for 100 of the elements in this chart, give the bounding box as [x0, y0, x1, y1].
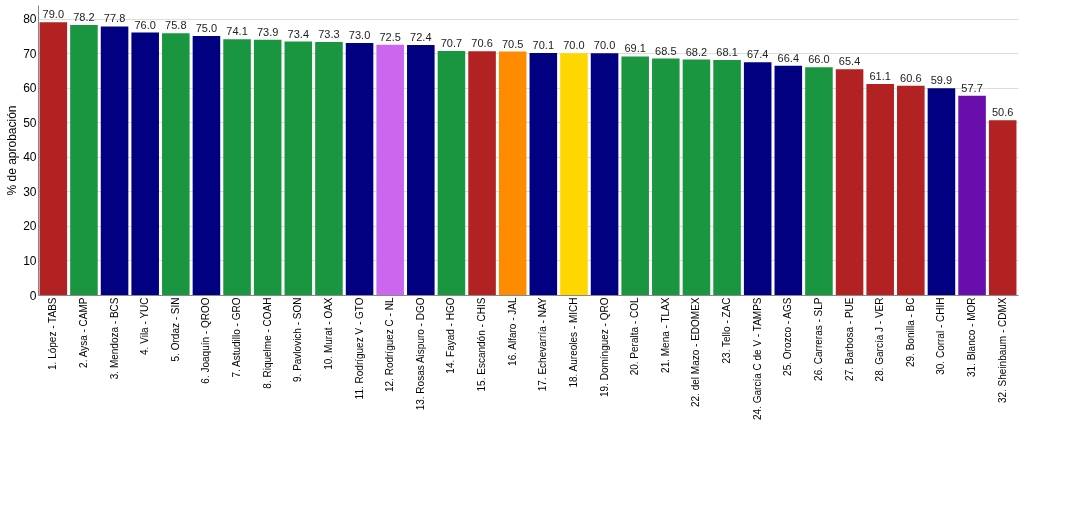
x-tick-label: 21. Mena - TLAX: [659, 297, 671, 373]
bar: [743, 62, 772, 295]
x-tick-label: 23. Tello - ZAC: [721, 297, 733, 364]
x-tick-label: 28. García J - VER: [874, 297, 886, 382]
data-label: 61.1: [869, 70, 891, 83]
x-tick-label: 11. Rodríguez V - GTO: [353, 297, 365, 400]
x-tick-label: 24. García C de V - TAMPS: [751, 297, 763, 420]
bar: [253, 39, 282, 295]
data-label: 72.4: [410, 31, 432, 44]
y-tick-label: 60: [23, 81, 37, 96]
data-label: 66.4: [777, 51, 800, 64]
x-tick-label: 29. Bonilla - BC: [904, 297, 916, 367]
bar: [713, 59, 741, 295]
y-tick-label: 80: [23, 12, 37, 27]
x-tick-label: 2. Aysa - CAMP: [77, 297, 89, 368]
bar: [774, 65, 803, 295]
x-tick-label: 13. Rosas Aispuro - DGO: [414, 297, 426, 411]
x-tick-label: 16. Alfaro - JAL: [506, 297, 518, 366]
y-tick-label: 30: [23, 184, 37, 199]
bar: [162, 33, 190, 295]
data-label: 70.5: [501, 37, 524, 50]
bar: [315, 41, 343, 295]
bar: [927, 88, 956, 295]
bar: [192, 36, 221, 295]
bar: [866, 84, 894, 295]
data-label: 74.1: [226, 25, 248, 38]
x-tick-label: 8. Riquelme - COAH: [261, 297, 273, 389]
bar: [805, 67, 833, 295]
data-label: 75.0: [195, 22, 218, 35]
bar: [468, 51, 496, 295]
data-label: 50.6: [991, 106, 1014, 119]
data-label: 77.8: [103, 12, 126, 25]
y-axis-title: % de aprobación: [5, 105, 20, 196]
bar: [100, 26, 129, 295]
x-tick-label: 32. Sheinbaum - CDMX: [996, 297, 1008, 404]
x-tick-label: 12. Rodríguez C - NL: [384, 297, 396, 392]
bar: [560, 53, 588, 295]
bar: [988, 120, 1017, 295]
y-tick-label: 10: [23, 253, 37, 268]
x-tick-label: 14. Fayad - HGO: [445, 297, 457, 374]
x-tick-label: 7. Astudillo - GRO: [231, 297, 243, 378]
bar: [376, 44, 404, 295]
data-label: 75.8: [165, 19, 187, 32]
data-label: 70.1: [532, 38, 555, 51]
x-tick-label: 5. Ordaz - SIN: [169, 297, 181, 362]
bar: [621, 56, 649, 295]
bar: [223, 39, 251, 295]
x-tick-label: 1. López - TABS: [47, 297, 59, 370]
bar: [652, 58, 680, 295]
data-label: 65.4: [838, 55, 861, 68]
bar: [682, 59, 711, 295]
data-label: 79.0: [42, 8, 65, 21]
data-label: 57.7: [961, 81, 983, 94]
data-label: 70.0: [593, 39, 616, 52]
x-tick-label: 19. Domínguez - QRO: [598, 297, 610, 397]
data-label: 70.7: [440, 36, 463, 49]
bar: [958, 95, 986, 295]
bar: [529, 52, 558, 295]
data-label: 73.0: [348, 28, 371, 41]
x-tick-label: 4. Vila - YUC: [139, 297, 151, 355]
data-label: 78.2: [73, 11, 95, 24]
bar: [590, 53, 619, 295]
x-tick-label: 20. Peralta - COL: [629, 297, 641, 376]
y-tick-label: 40: [23, 150, 37, 165]
x-tick-label: 31. Blanco - MOR: [966, 297, 978, 377]
y-tick-label: 70: [23, 46, 37, 61]
data-label: 70.6: [471, 37, 493, 50]
y-tick-label: 20: [23, 219, 37, 234]
bar: [835, 69, 864, 295]
x-tick-label: 27. Barbosa - PUE: [843, 297, 855, 381]
data-label: 67.4: [746, 48, 769, 61]
data-label: 73.9: [256, 25, 279, 38]
x-tick-label: 22. del Mazo - EDOMEX: [690, 297, 702, 407]
data-label: 73.3: [318, 27, 340, 40]
x-tick-label: 25. Orozco - AGS: [782, 297, 794, 376]
data-label: 66.0: [808, 53, 830, 66]
data-label: 68.1: [716, 45, 738, 58]
x-tick-label: 10. Murat - OAX: [322, 297, 334, 370]
data-label: 70.0: [563, 39, 585, 52]
x-tick-label: 15. Escandón - CHIS: [476, 297, 488, 392]
data-label: 60.6: [900, 71, 922, 84]
x-tick-label: 18. Aureoles - MICH: [567, 297, 579, 388]
bar: [70, 25, 98, 295]
bar: [498, 51, 527, 295]
x-tick-label: 6. Joaquín - QROO: [200, 297, 212, 384]
bar: [284, 41, 313, 295]
data-label: 76.0: [134, 18, 156, 31]
x-tick-label: 3. Mendoza - BCS: [108, 297, 120, 380]
bar: [407, 45, 435, 295]
bar: [39, 22, 68, 295]
bar: [131, 32, 159, 295]
x-tick-label: 17. Echevarría - NAY: [537, 297, 549, 392]
data-label: 68.5: [655, 44, 677, 57]
data-label: 59.9: [930, 74, 953, 87]
x-tick-label: 9. Pavlovich - SON: [292, 297, 304, 382]
bar: [437, 50, 466, 295]
bar: [897, 85, 925, 295]
y-tick-label: 0: [29, 288, 37, 303]
data-label: 68.2: [685, 45, 708, 58]
y-tick-label: 50: [23, 115, 37, 130]
